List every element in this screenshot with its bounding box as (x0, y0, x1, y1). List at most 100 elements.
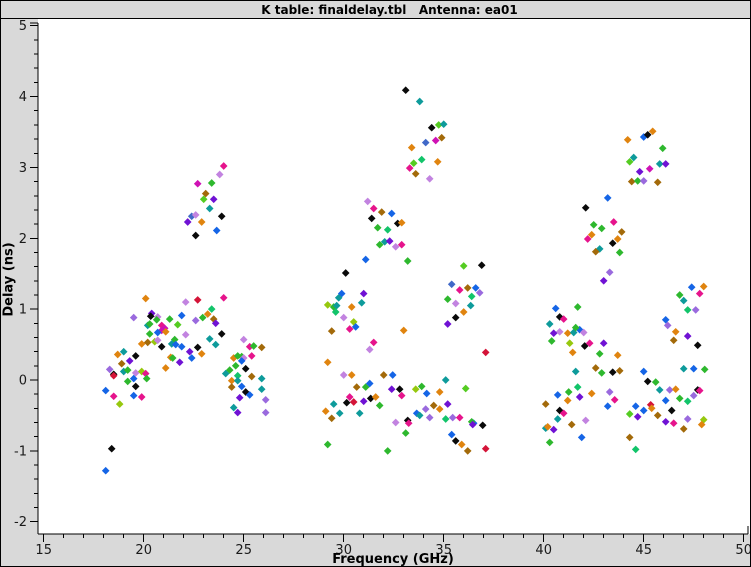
data-point (669, 336, 678, 345)
data-point (633, 177, 642, 185)
data-point (327, 414, 336, 423)
data-point (587, 230, 596, 239)
data-point (113, 350, 122, 359)
data-point (437, 133, 446, 142)
data-point (477, 261, 486, 270)
data-point (658, 144, 667, 153)
data-point (397, 391, 406, 400)
y-tick-label: 0 (19, 374, 27, 389)
data-point (468, 420, 477, 429)
data-point (433, 157, 442, 166)
data-point (323, 358, 332, 367)
data-point (183, 218, 192, 226)
data-point (129, 391, 138, 400)
data-point (661, 396, 670, 405)
data-point (197, 218, 206, 226)
data-point (207, 305, 216, 313)
data-point (405, 164, 414, 172)
data-point (565, 339, 574, 348)
data-point (227, 376, 236, 385)
data-point (653, 411, 662, 420)
data-point (193, 296, 202, 304)
data-point (404, 419, 413, 428)
data-point (687, 283, 696, 292)
data-point (475, 288, 484, 297)
data-point (377, 208, 386, 216)
data-point (359, 397, 368, 406)
data-point (663, 321, 672, 330)
data-point (181, 298, 190, 306)
y-tick-label: 3 (19, 161, 27, 176)
data-point (553, 415, 562, 423)
data-point (369, 338, 378, 347)
data-point (697, 420, 706, 429)
data-point (365, 379, 374, 388)
data-point (481, 348, 490, 357)
data-point (679, 364, 688, 373)
data-point (563, 329, 572, 338)
data-point (237, 382, 246, 391)
data-point (351, 323, 360, 331)
data-point (427, 123, 436, 132)
data-point (443, 400, 452, 408)
data-point (197, 349, 206, 358)
data-point (380, 237, 389, 246)
data-point (233, 371, 242, 380)
data-point (407, 143, 416, 152)
data-point (379, 371, 388, 379)
data-point (257, 385, 266, 394)
data-point (669, 419, 678, 428)
data-point (553, 391, 562, 399)
data-point (371, 393, 380, 401)
data-point (693, 341, 702, 350)
data-point (679, 296, 688, 305)
data-point (683, 397, 692, 406)
data-point (647, 404, 656, 413)
data-point (193, 179, 202, 188)
data-point (683, 415, 692, 423)
data-point (375, 240, 384, 249)
data-point (466, 301, 475, 310)
data-point (439, 120, 448, 129)
data-point (605, 388, 614, 396)
data-point (655, 386, 664, 394)
data-point (209, 195, 218, 204)
data-point (571, 367, 580, 376)
data-point (137, 393, 146, 401)
data-point (478, 421, 487, 430)
data-point (551, 304, 560, 313)
data-point (441, 376, 450, 384)
data-point (401, 429, 410, 437)
data-point (631, 445, 640, 454)
data-point (409, 159, 418, 168)
data-point (261, 395, 270, 404)
data-point (261, 408, 270, 417)
data-point (451, 437, 460, 445)
y-tick-label: 4 (19, 90, 27, 105)
data-point (219, 162, 228, 170)
data-point (457, 440, 466, 449)
data-point (581, 203, 590, 212)
data-point (555, 327, 564, 336)
data-point (421, 138, 430, 147)
data-point (443, 320, 452, 328)
data-point (157, 342, 166, 351)
data-point (211, 319, 220, 328)
title-bar: K table: finaldelay.tbl Antenna: ea01 (1, 1, 750, 19)
data-point (129, 374, 138, 383)
data-point (455, 286, 464, 294)
data-point (421, 405, 430, 413)
data-point (383, 225, 392, 234)
data-point (181, 330, 190, 339)
data-point (581, 416, 590, 425)
data-point (451, 313, 460, 322)
data-point (331, 308, 340, 316)
data-point (177, 311, 186, 320)
data-point (667, 406, 676, 415)
data-point (131, 369, 140, 377)
x-tick-label: 15 (35, 543, 52, 558)
data-point (615, 248, 624, 257)
data-point (373, 223, 382, 232)
data-point (345, 325, 354, 333)
